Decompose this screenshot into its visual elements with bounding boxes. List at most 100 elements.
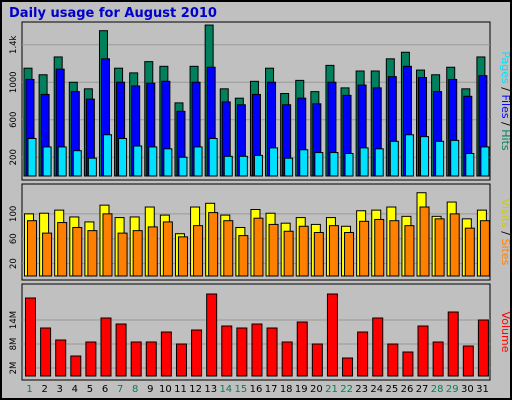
x-tick-label-day-3: 3: [57, 384, 63, 395]
x-tick-label-day-12: 12: [189, 384, 202, 395]
x-tick-label-day-6: 6: [102, 384, 108, 395]
bar-sites-day-4: [72, 227, 83, 277]
x-tick-label-day-5: 5: [87, 384, 93, 395]
bar-volume-day-27: [417, 325, 429, 377]
bar-volume-day-21: [326, 293, 338, 377]
x-tick-label-day-11: 11: [174, 384, 187, 395]
bar-volume-day-17: [266, 327, 278, 377]
bar-volume-day-3: [55, 339, 67, 377]
bar-sites-day-14: [223, 220, 234, 277]
bar-volume-day-5: [85, 341, 97, 377]
bar-volume-day-11: [175, 343, 187, 377]
bar-pages-day-14: [223, 155, 233, 177]
y-axis-title-middle: Visits / Sites: [499, 199, 510, 266]
bar-volume-day-9: [145, 341, 157, 377]
x-tick-label-day-9: 9: [147, 384, 153, 395]
bar-pages-day-12: [193, 146, 203, 177]
bar-volume-day-15: [236, 327, 248, 377]
x-tick-label-day-28: 28: [431, 384, 444, 395]
y-axis-title-part-top-4: Hits: [499, 129, 510, 151]
y-axis-title-part-middle-0: Visits: [499, 199, 510, 228]
x-tick-label-day-14: 14: [219, 384, 232, 395]
x-tick-label-day-17: 17: [265, 384, 278, 395]
y-tick-label-top: 1000: [9, 71, 19, 93]
bar-pages-day-29: [450, 139, 460, 177]
bar-pages-day-30: [465, 153, 475, 177]
y-tick-label-bottom: 14M: [9, 311, 19, 329]
bar-volume-day-8: [130, 341, 142, 377]
y-axis-title-bottom: Volume: [499, 312, 510, 353]
bar-pages-day-24: [374, 148, 384, 177]
bar-sites-day-10: [162, 221, 173, 277]
bar-volume-day-30: [462, 345, 474, 377]
x-tick-label-day-30: 30: [461, 384, 474, 395]
x-tick-label-day-19: 19: [295, 384, 308, 395]
bar-sites-day-20: [313, 232, 324, 277]
bar-sites-day-27: [419, 206, 430, 277]
bar-pages-day-19: [299, 149, 309, 177]
bar-volume-day-20: [311, 343, 323, 377]
bar-sites-day-30: [464, 227, 475, 277]
bar-pages-day-22: [344, 153, 354, 177]
bar-sites-day-7: [117, 232, 128, 277]
bar-volume-day-4: [70, 355, 82, 377]
y-tick-label-middle: 60: [9, 233, 19, 244]
bar-pages-day-16: [253, 154, 263, 177]
bar-pages-day-23: [359, 147, 369, 177]
bar-volume-day-28: [432, 341, 444, 377]
bar-pages-day-17: [269, 147, 279, 177]
bar-volume-day-7: [115, 323, 127, 377]
bar-pages-day-3: [57, 146, 67, 177]
x-tick-label-day-23: 23: [355, 384, 368, 395]
x-tick-label-day-25: 25: [386, 384, 399, 395]
x-tick-label-day-26: 26: [401, 384, 414, 395]
bar-sites-day-11: [177, 236, 188, 277]
x-tick-label-day-15: 15: [235, 384, 248, 395]
bar-pages-day-4: [72, 150, 82, 177]
bar-volume-day-2: [40, 327, 52, 377]
bar-sites-day-6: [102, 213, 113, 277]
bar-pages-day-27: [420, 136, 430, 177]
bar-pages-day-11: [178, 156, 188, 177]
bar-sites-day-2: [42, 232, 53, 277]
x-tick-label-day-7: 7: [117, 384, 123, 395]
bar-volume-day-24: [372, 317, 384, 377]
bar-pages-day-28: [435, 140, 445, 177]
bar-volume-day-10: [160, 331, 172, 377]
y-tick-label-middle: 100: [9, 206, 19, 222]
bar-pages-day-5: [87, 157, 97, 177]
x-tick-label-day-2: 2: [41, 384, 47, 395]
bar-volume-day-25: [387, 343, 399, 377]
x-tick-label-day-13: 13: [204, 384, 217, 395]
bar-sites-day-24: [374, 218, 385, 277]
y-axis-title-part-top-0: Pages: [499, 51, 510, 84]
x-tick-label-day-24: 24: [370, 384, 383, 395]
y-tick-label-top: 200: [9, 149, 19, 165]
bar-pages-day-20: [314, 152, 324, 177]
bar-volume-day-1: [25, 297, 36, 377]
bar-sites-day-28: [434, 218, 445, 277]
y-axis-title-part-top-3: /: [499, 119, 510, 130]
y-axis-title-part-top-2: Files: [499, 94, 510, 118]
bar-sites-day-13: [208, 212, 219, 277]
bar-volume-day-31: [477, 319, 489, 377]
bar-sites-day-1: [27, 220, 37, 277]
bar-volume-day-13: [206, 293, 218, 377]
bar-sites-day-15: [238, 235, 249, 277]
y-axis-title-part-top-1: /: [499, 84, 510, 95]
bar-pages-day-10: [163, 148, 173, 177]
y-axis-title-top: Pages / Files / Hits: [499, 51, 510, 151]
bar-sites-day-16: [253, 217, 264, 277]
y-axis-title-part-middle-1: /: [499, 228, 510, 239]
bar-volume-day-26: [402, 351, 414, 377]
bar-sites-day-25: [389, 220, 400, 277]
y-axis-title-part-bottom-0: Volume: [499, 312, 510, 353]
y-axis-title-part-middle-2: Sites: [499, 239, 510, 266]
x-tick-label-day-1: 1: [26, 384, 32, 395]
y-tick-label-top: 1.4k: [9, 35, 19, 54]
x-tick-label-day-18: 18: [280, 384, 293, 395]
bar-pages-day-8: [133, 145, 143, 177]
bar-volume-day-14: [221, 325, 233, 377]
